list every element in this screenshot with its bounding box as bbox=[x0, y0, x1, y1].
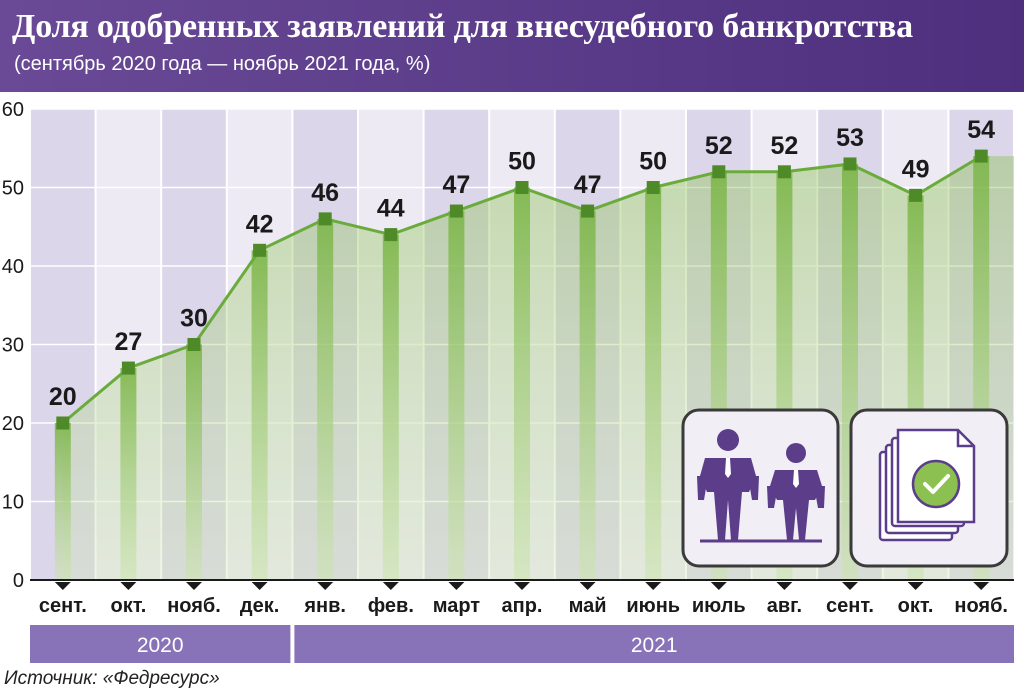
x-tick-label: окт. bbox=[110, 595, 146, 617]
x-tick-marker bbox=[842, 582, 858, 590]
data-label: 47 bbox=[574, 171, 602, 199]
data-point bbox=[974, 149, 988, 163]
x-tick-marker bbox=[579, 582, 596, 590]
data-label: 27 bbox=[114, 328, 142, 356]
x-tick-label: июнь bbox=[626, 595, 680, 617]
year-label: 2020 bbox=[137, 634, 184, 657]
data-label: 47 bbox=[442, 171, 470, 199]
value-bar bbox=[448, 211, 465, 581]
y-tick-label: 10 bbox=[2, 492, 24, 514]
data-label: 50 bbox=[639, 148, 667, 176]
x-tick-label: июль bbox=[692, 595, 746, 617]
data-label: 53 bbox=[836, 124, 864, 152]
data-point bbox=[187, 338, 201, 351]
chart-title: Доля одобренных заявлений для внесудебно… bbox=[12, 8, 913, 45]
data-point bbox=[712, 165, 726, 179]
data-point bbox=[777, 165, 791, 179]
x-tick-marker bbox=[710, 582, 727, 590]
approved-documents-icon bbox=[849, 408, 1009, 568]
value-bar bbox=[514, 187, 530, 580]
value-bar bbox=[579, 211, 596, 581]
y-tick-label: 0 bbox=[13, 570, 24, 592]
x-tick-marker bbox=[514, 582, 530, 590]
year-band bbox=[294, 625, 1014, 663]
x-tick-label: апр. bbox=[502, 595, 543, 617]
x-tick-marker bbox=[54, 582, 71, 590]
x-tick-marker bbox=[973, 582, 990, 590]
x-tick-marker bbox=[907, 582, 924, 590]
value-bar bbox=[186, 344, 202, 580]
value-bar bbox=[251, 250, 268, 581]
y-tick-label: 40 bbox=[2, 256, 24, 278]
year-bands: 2020 2021 bbox=[30, 625, 1014, 663]
x-tick-marker bbox=[251, 582, 268, 590]
x-tick-label: янв. bbox=[303, 595, 346, 617]
data-point bbox=[253, 243, 267, 257]
y-tick-label: 30 bbox=[2, 335, 24, 357]
data-label: 20 bbox=[49, 383, 77, 411]
x-tick-label: нояб. bbox=[954, 595, 1008, 617]
data-labels: 20 27 30 42 46 44 47 50 47 50 52 52 53 49 54 bbox=[49, 116, 995, 411]
source-note: Источник: «Федресурс» bbox=[4, 668, 220, 689]
x-tick-label: фев. bbox=[368, 595, 414, 617]
y-tick-label: 20 bbox=[2, 413, 24, 435]
data-label: 44 bbox=[377, 195, 405, 223]
data-point bbox=[384, 228, 398, 242]
data-label: 30 bbox=[180, 305, 208, 333]
data-label: 42 bbox=[246, 210, 274, 238]
data-point bbox=[843, 157, 857, 171]
value-bar bbox=[382, 234, 399, 580]
data-point bbox=[909, 188, 923, 202]
data-point bbox=[121, 361, 135, 375]
data-label: 49 bbox=[902, 155, 930, 183]
x-axis: сент. окт. нояб. дек. янв. фев. март апр. май июн… bbox=[39, 582, 1008, 617]
x-tick-marker bbox=[645, 582, 662, 590]
value-bar bbox=[54, 423, 71, 580]
x-tick-label: май bbox=[569, 595, 607, 617]
x-tick-marker bbox=[317, 582, 334, 590]
x-tick-label: сент. bbox=[826, 595, 874, 617]
data-point bbox=[318, 212, 332, 226]
point-markers bbox=[56, 149, 988, 430]
data-label: 46 bbox=[311, 179, 339, 207]
value-bar bbox=[645, 187, 662, 580]
data-point bbox=[646, 181, 660, 194]
x-tick-label: окт. bbox=[898, 595, 934, 617]
y-tick-label: 60 bbox=[2, 99, 24, 121]
x-tick-marker bbox=[186, 582, 202, 590]
value-bar bbox=[317, 218, 334, 580]
x-tick-marker bbox=[448, 582, 465, 590]
header-banner: Доля одобренных заявлений для внесудебно… bbox=[0, 0, 1024, 92]
y-axis: 0 10 20 30 40 50 60 bbox=[2, 99, 1014, 592]
data-point bbox=[449, 204, 463, 218]
x-tick-label: авг. bbox=[767, 595, 802, 617]
data-point bbox=[515, 181, 529, 194]
x-tick-marker bbox=[776, 582, 793, 590]
chart-subtitle: (сентябрь 2020 года — ноябрь 2021 года, … bbox=[14, 53, 431, 75]
x-tick-label: нояб. bbox=[167, 595, 221, 617]
data-label: 52 bbox=[770, 132, 798, 160]
x-tick-label: дек. bbox=[240, 595, 279, 617]
people-with-empty-pockets-icon bbox=[681, 408, 840, 568]
y-tick-label: 50 bbox=[2, 178, 24, 200]
data-point bbox=[56, 416, 70, 430]
x-tick-label: сент. bbox=[39, 595, 87, 617]
x-tick-marker bbox=[120, 582, 137, 590]
line-chart: 20 27 30 42 46 44 47 50 47 50 52 52 53 49 54 0 10 20 30 40… bbox=[2, 99, 1015, 663]
x-tick-marker bbox=[382, 582, 399, 590]
data-label: 50 bbox=[508, 148, 536, 176]
value-bar bbox=[120, 368, 137, 580]
year-label: 2021 bbox=[631, 634, 678, 657]
year-band bbox=[30, 625, 291, 663]
data-point bbox=[581, 204, 595, 218]
data-label: 52 bbox=[705, 132, 733, 160]
data-label: 54 bbox=[967, 116, 995, 144]
x-tick-label: март bbox=[433, 595, 481, 617]
